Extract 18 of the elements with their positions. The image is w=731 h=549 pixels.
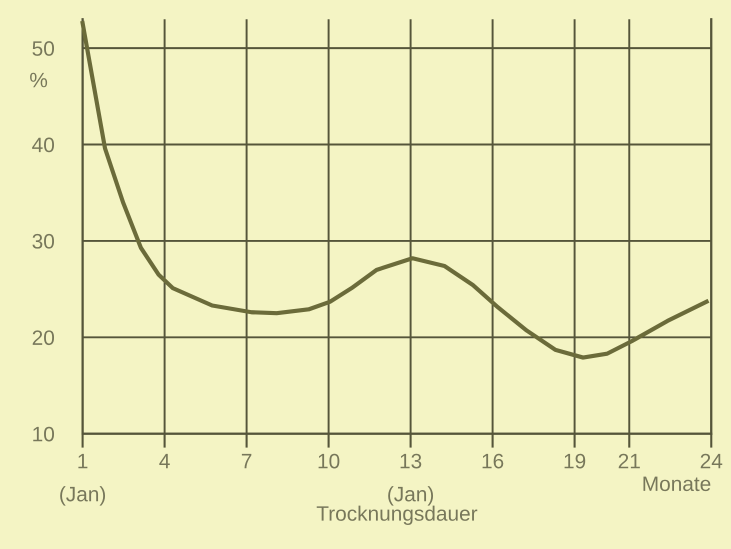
x-tick-label: 1 (Jan)	[60, 454, 106, 506]
x-tick-label: 4	[159, 454, 170, 468]
text: Monate	[643, 476, 710, 492]
x-tick-label: 7	[242, 454, 252, 468]
x-tick-label: 16	[482, 454, 504, 468]
y-tick-label: 50	[32, 41, 54, 56]
y-tick-label: 30	[32, 234, 54, 249]
y-tick-label: 40	[32, 138, 54, 152]
y-tick-label: 20	[32, 330, 54, 346]
y-tick-label: 10	[33, 426, 54, 442]
x-axis-title: Trocknungsdauer	[316, 506, 478, 526]
x-tick-label: 19	[564, 454, 586, 468]
x-tick-label: 24	[700, 454, 722, 468]
x-tick-label: 21	[618, 454, 640, 468]
y-axis-title: %	[30, 72, 48, 88]
x-tick-label: 13 (Jan)	[388, 454, 434, 506]
line-series	[80, 20, 709, 360]
x-tick-label: 10	[318, 454, 340, 468]
